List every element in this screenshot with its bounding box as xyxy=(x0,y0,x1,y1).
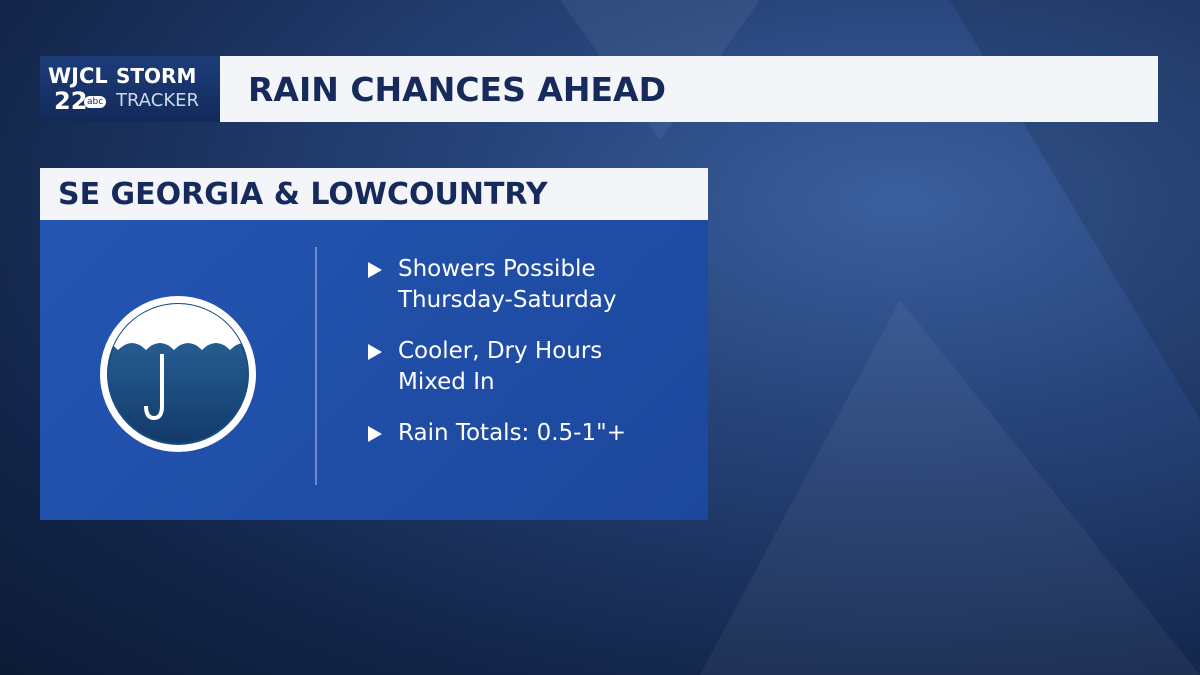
panel-title: SE GEORGIA & LOWCOUNTRY xyxy=(58,177,548,212)
bullet-text: Mixed In xyxy=(398,369,495,395)
bullet: Showers Possible Thursday-Saturday xyxy=(368,254,617,316)
station-logo: WJCL 22 abc STORM TRACKER xyxy=(40,56,220,122)
header-bar xyxy=(40,56,1158,122)
logo-brand-bottom: TRACKER xyxy=(116,90,200,111)
logo-brand-top: STORM xyxy=(116,64,197,88)
bullet-text: Rain Totals: 0.5-1"+ xyxy=(398,420,626,446)
bullet-text: Thursday-Saturday xyxy=(398,287,617,313)
logo-network: abc xyxy=(84,96,107,108)
bullet: Cooler, Dry Hours Mixed In xyxy=(368,336,602,398)
bullet-marker xyxy=(368,344,382,360)
logo-station: WJCL xyxy=(48,64,108,88)
divider xyxy=(315,247,317,485)
bullet: Rain Totals: 0.5-1"+ xyxy=(368,418,626,449)
bullet-marker xyxy=(368,426,382,442)
bullet-marker xyxy=(368,262,382,278)
logo-channel: 22 xyxy=(54,87,88,115)
panel-title-bar xyxy=(40,168,708,220)
bullet-text: Showers Possible xyxy=(398,256,596,282)
header-title: RAIN CHANCES AHEAD xyxy=(248,70,666,109)
umbrella-icon xyxy=(100,296,256,452)
bullet-text: Cooler, Dry Hours xyxy=(398,338,603,364)
